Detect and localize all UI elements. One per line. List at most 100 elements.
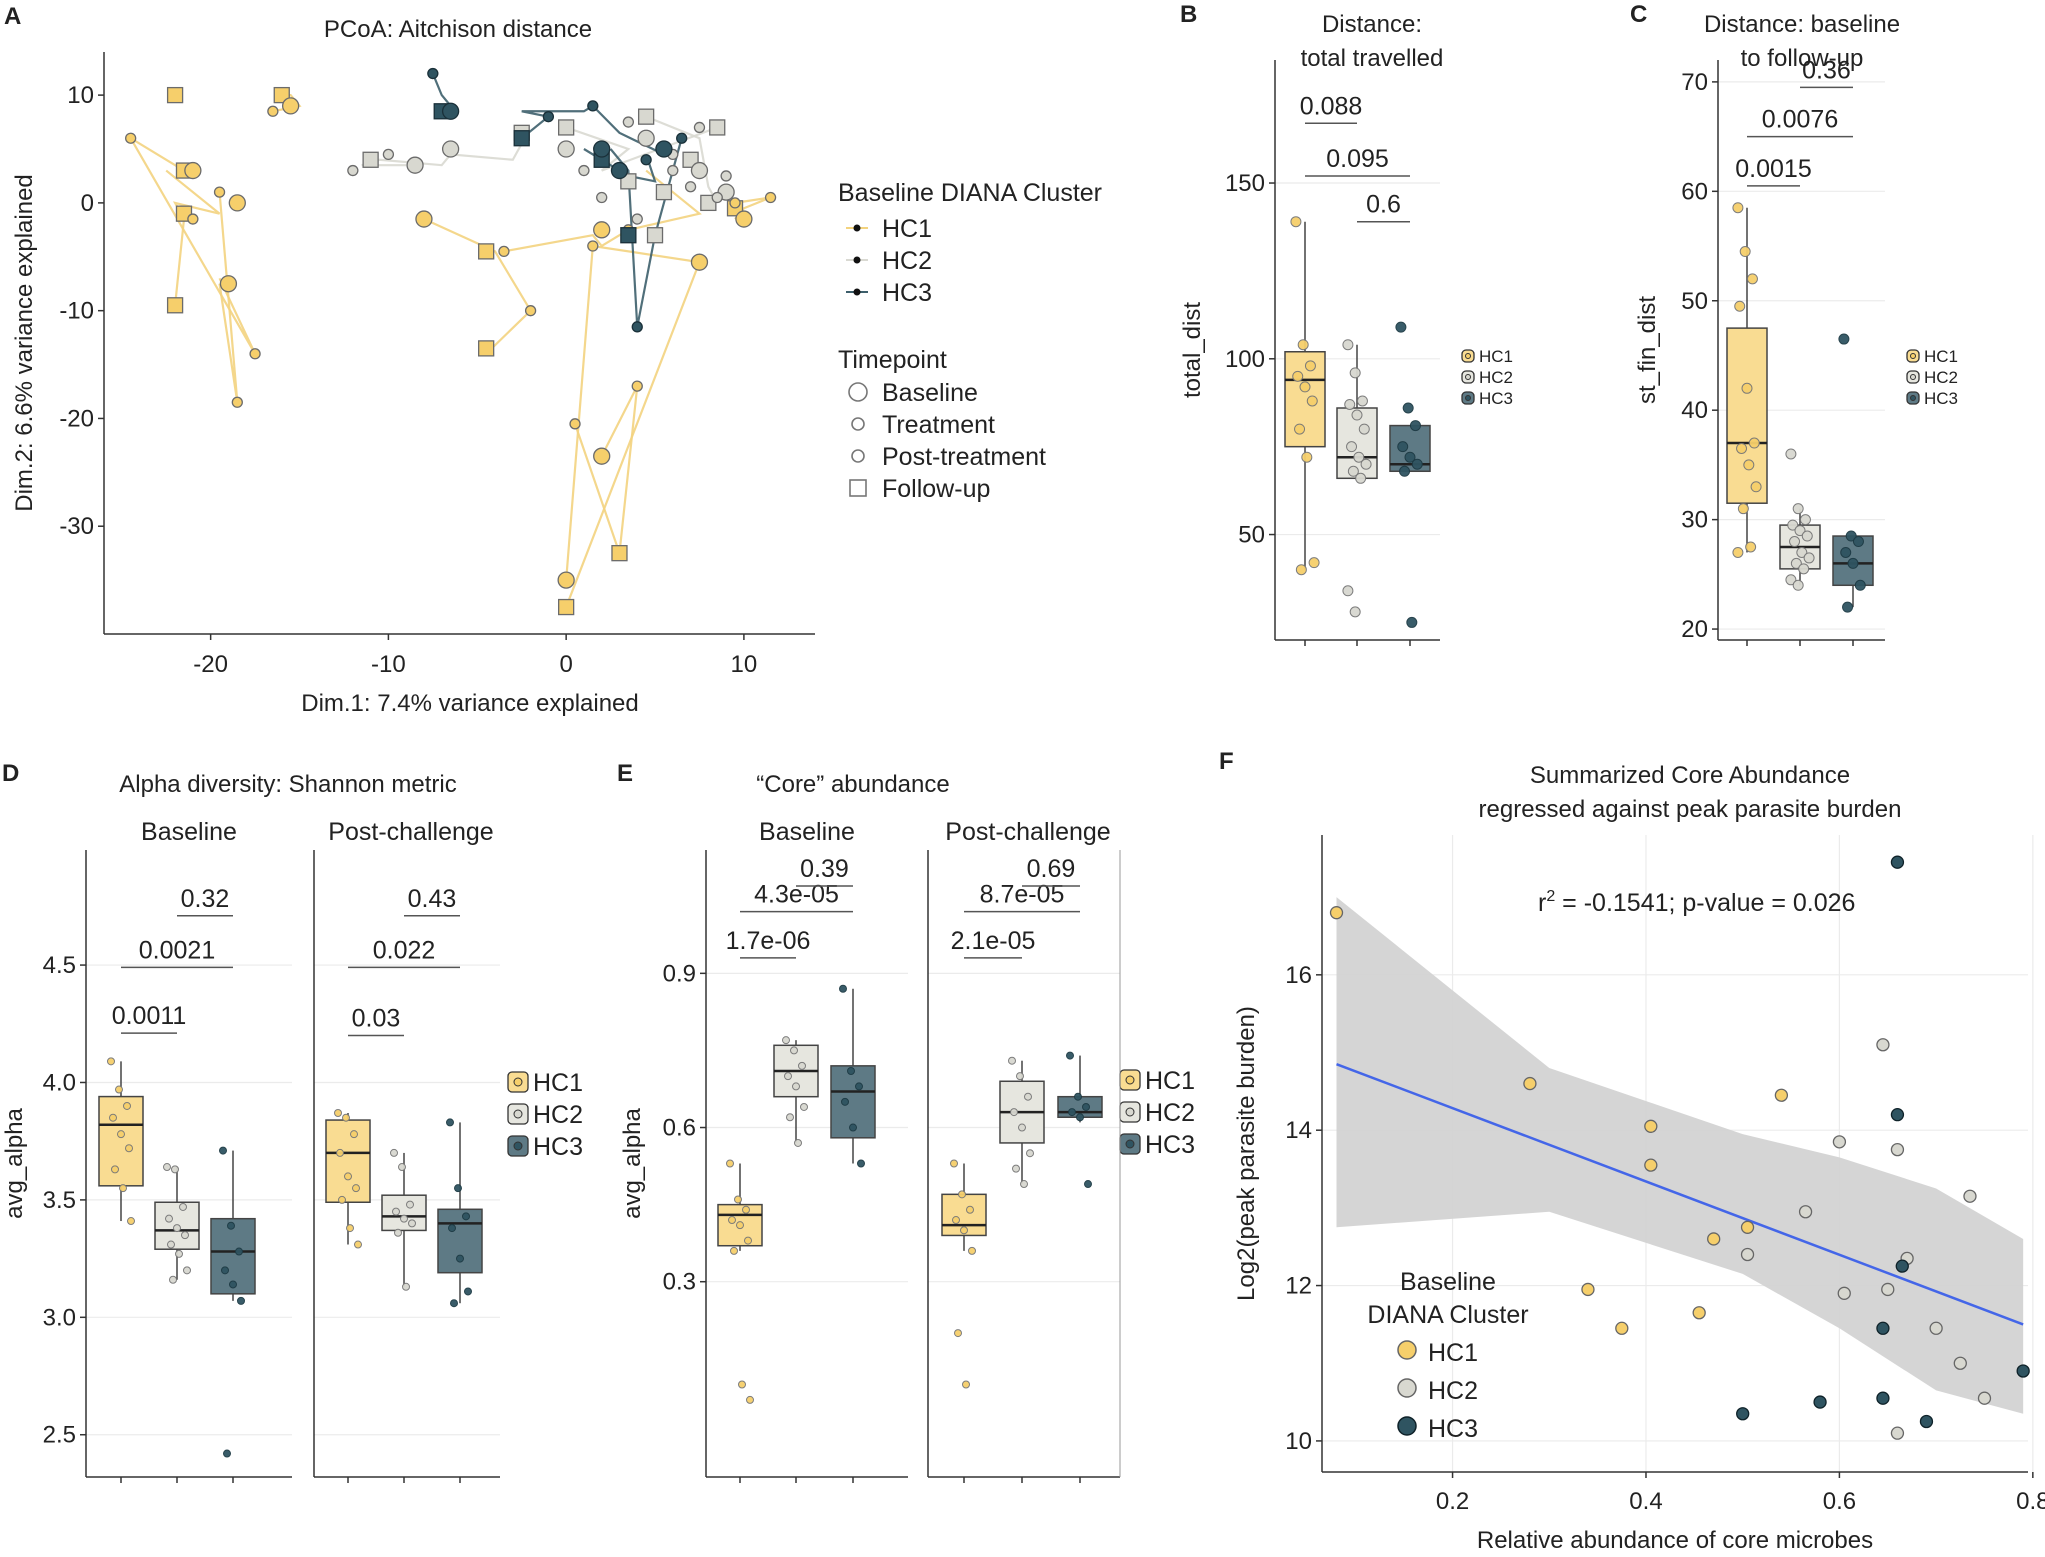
data-point-hc2 [784, 1072, 792, 1081]
y-tick-label: 3.5 [43, 1187, 76, 1214]
data-point-hc3 [620, 227, 637, 244]
data-point-hc1 [1707, 1232, 1721, 1246]
data-point-hc2 [558, 119, 575, 136]
x-tick-label: 0.8 [2016, 1488, 2045, 1515]
data-point-hc1 [958, 1190, 966, 1199]
data-point-hc1 [478, 243, 495, 260]
data-point-hc1 [123, 1101, 131, 1110]
data-point-hc2 [1803, 552, 1815, 564]
data-point-hc2 [1837, 1286, 1851, 1300]
box-hc3 [210, 1217, 256, 1295]
data-point-hc3 [1854, 579, 1866, 591]
p-value-label: 0.0015 [1735, 155, 1811, 183]
data-point-hc1 [111, 1165, 119, 1174]
data-point-hc1 [1301, 451, 1313, 463]
data-point-hc2 [398, 1163, 406, 1172]
data-point-hc2 [620, 173, 637, 190]
regression-line [1336, 1062, 2024, 1326]
data-point-hc2 [175, 1249, 183, 1258]
data-point-hc1 [954, 1329, 962, 1338]
data-point-hc1 [115, 1085, 123, 1094]
data-point-hc1 [593, 221, 611, 239]
data-point-hc1 [736, 1221, 744, 1230]
data-point-hc3 [454, 1184, 462, 1193]
data-point-hc2 [1792, 579, 1804, 591]
data-point-hc2 [790, 1046, 798, 1055]
panel-label: B [1180, 1, 1197, 28]
data-point-hc3 [1876, 1321, 1890, 1335]
y-tick-label: 0.3 [663, 1269, 696, 1296]
legend-label-hc2: HC2 [1428, 1377, 1478, 1405]
legend-key-circle [851, 449, 865, 463]
annotation-r: r [1538, 889, 1546, 917]
data-point-hc1 [350, 1130, 358, 1139]
legend-label-hc1: HC1 [533, 1069, 583, 1097]
data-point-hc2 [347, 164, 359, 177]
panel-c-baseline-followup-distance: C Distance: baseline to follow-up 20 30 40 50 6… [1630, 1, 1958, 646]
x-tick-label: 0.4 [1629, 1488, 1662, 1515]
y-axis-title: avg_alpha [619, 1107, 646, 1218]
p-value-label: 0.39 [800, 855, 849, 883]
data-point-hc2 [1360, 458, 1372, 470]
legend-key-hc2 [1397, 1378, 1417, 1398]
x-tick-label: 0.2 [1436, 1488, 1469, 1515]
data-point-hc3 [857, 1159, 865, 1168]
data-point-hc2 [800, 1102, 808, 1111]
data-point-hc1 [336, 1148, 344, 1157]
data-point-hc2 [1798, 563, 1810, 575]
data-point-hc1 [960, 1226, 968, 1235]
y-tick-label: 70 [1681, 69, 1708, 96]
legend-label-hc2: HC2 [533, 1101, 583, 1129]
data-point-hc2 [1351, 409, 1363, 421]
data-point-hc1 [1304, 360, 1316, 372]
data-point-hc2 [622, 116, 635, 128]
data-point-hc3 [227, 1221, 235, 1230]
data-point-hc3 [1074, 1092, 1082, 1101]
data-point-hc2 [1356, 395, 1368, 407]
box-hc1 [1726, 327, 1768, 504]
data-point-hc2 [711, 191, 723, 204]
data-point-hc3 [847, 1066, 855, 1075]
data-point-hc2 [682, 151, 699, 168]
data-point-hc2 [1010, 1108, 1018, 1117]
panel-label: A [4, 3, 21, 30]
data-point-hc1 [557, 571, 575, 589]
data-point-hc1 [415, 210, 433, 228]
data-point-hc2 [362, 151, 379, 168]
data-point-hc3 [450, 1299, 458, 1308]
data-point-hc2 [392, 1207, 400, 1216]
data-point-hc3 [1845, 530, 1857, 542]
data-point-hc2 [183, 1266, 191, 1275]
data-point-hc3 [1068, 1108, 1076, 1117]
data-point-hc1 [273, 86, 290, 104]
data-point-hc3 [235, 1247, 243, 1256]
y-tick-label: 12 [1285, 1273, 1312, 1300]
panel-label: D [2, 760, 19, 787]
data-point-hc3 [1852, 536, 1864, 548]
x-axis-title: Dim.1: 7.4% variance explained [301, 690, 639, 717]
data-point-hc2 [1347, 465, 1359, 477]
data-point-hc2 [720, 170, 732, 182]
data-point-hc3 [1404, 451, 1416, 463]
legend-label-hc3: HC3 [1145, 1131, 1195, 1159]
box-hc2 [381, 1194, 427, 1232]
legend-title-timepoint: Timepoint [838, 346, 947, 374]
data-point-hc2 [165, 1214, 173, 1223]
y-tick-label: 16 [1285, 962, 1312, 989]
legend-title-line: Baseline [1400, 1268, 1496, 1296]
data-point-hc1 [213, 186, 226, 198]
data-point-hc1 [950, 1159, 958, 1168]
data-point-hc2 [637, 108, 655, 125]
x-tick-label: -20 [193, 651, 228, 678]
data-point-hc2 [1799, 514, 1811, 526]
data-point-hc3 [1840, 546, 1852, 558]
data-point-hc1 [734, 1195, 742, 1204]
data-point-hc1 [1734, 300, 1746, 312]
data-point-hc3 [456, 1254, 464, 1263]
y-tick-label: 150 [1225, 170, 1265, 197]
data-point-hc1 [107, 1057, 115, 1066]
data-point-hc2 [1349, 606, 1361, 618]
data-point-hc1 [569, 418, 581, 430]
data-point-hc3 [462, 1212, 470, 1221]
data-point-hc1 [117, 1130, 125, 1139]
